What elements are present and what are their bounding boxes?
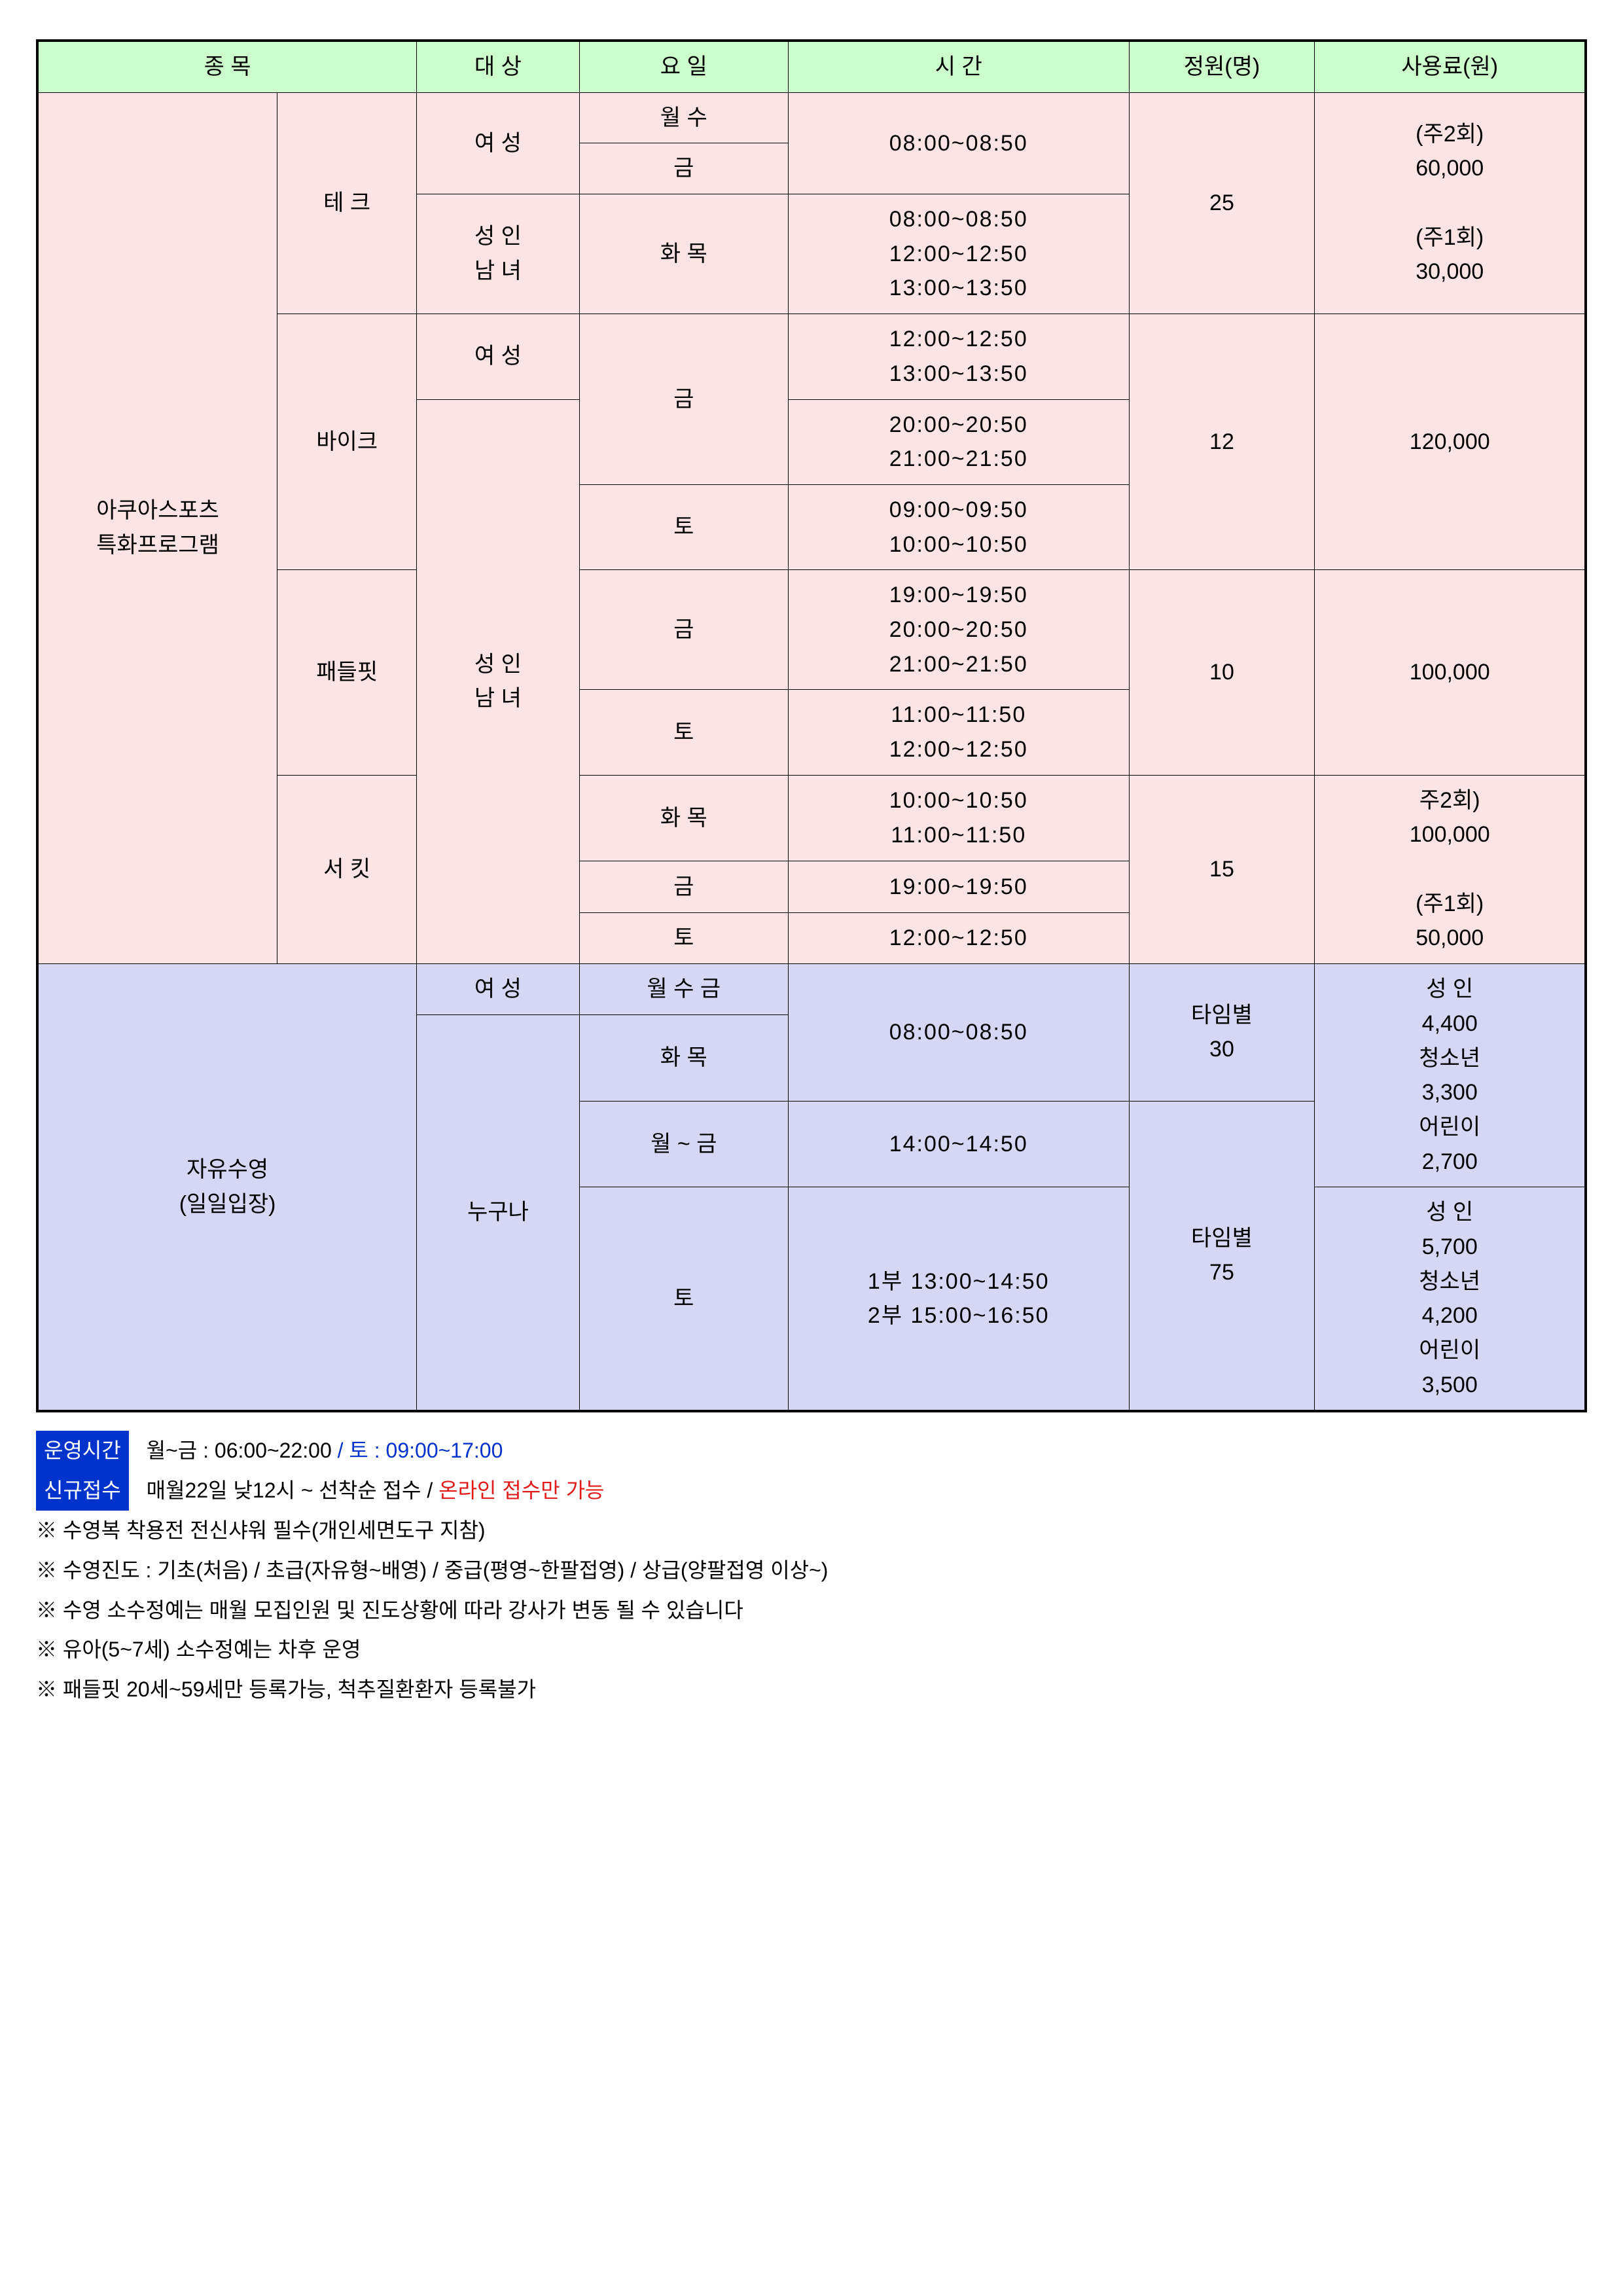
cell-tech-time1: 08:00~08:50 bbox=[788, 92, 1129, 194]
cell-paddle-fee: 100,000 bbox=[1315, 570, 1586, 775]
col-capacity: 정원(명) bbox=[1129, 41, 1315, 92]
hours-sat: 토 : 09:00~17:00 bbox=[349, 1439, 503, 1462]
register-label: 신규접수 bbox=[36, 1471, 129, 1511]
cell-tech-day1: 월 수 bbox=[579, 92, 788, 143]
cell-tech-day2: 금 bbox=[579, 143, 788, 194]
note-5: ※ 패들핏 20세~59세만 등록가능, 척추질환환자 등록불가 bbox=[36, 1670, 1587, 1710]
cell-adult-mf: 성 인 남 녀 bbox=[417, 399, 579, 964]
cell-free-day1: 월 수 금 bbox=[579, 964, 788, 1015]
table-header-row: 종 목 대 상 요 일 시 간 정원(명) 사용료(원) bbox=[37, 41, 1586, 92]
cell-circuit-day1: 화 목 bbox=[579, 775, 788, 861]
cell-bike-cap: 12 bbox=[1129, 314, 1315, 570]
col-category: 종 목 bbox=[37, 41, 417, 92]
cell-bike-day1: 금 bbox=[579, 314, 788, 485]
cell-free-time4: 1부 13:00~14:50 2부 15:00~16:50 bbox=[788, 1187, 1129, 1412]
cell-tech-cap: 25 bbox=[1129, 92, 1315, 314]
cell-free-day2: 화 목 bbox=[579, 1014, 788, 1101]
note-3: ※ 수영 소수정예는 매월 모집인원 및 진도상황에 따라 강사가 변동 될 수… bbox=[36, 1590, 1587, 1630]
register-line: 신규접수 매월22일 낮12시 ~ 선착순 접수 / 온라인 접수만 가능 bbox=[36, 1471, 1587, 1511]
cell-bike-time2: 20:00~20:50 21:00~21:50 bbox=[788, 399, 1129, 484]
note-2: ※ 수영진도 : 기초(처음) / 초급(자유형~배영) / 중급(평영~한팔접… bbox=[36, 1551, 1587, 1590]
cell-tech-fee: (주2회) 60,000 (주1회) 30,000 bbox=[1315, 92, 1586, 314]
cell-circuit-day3: 토 bbox=[579, 912, 788, 963]
table-row: 아쿠아스포츠 특화프로그램 테 크 여 성 월 수 08:00~08:50 25… bbox=[37, 92, 1586, 143]
table-row: 자유수영 (일일입장) 여 성 월 수 금 08:00~08:50 타임별 30… bbox=[37, 964, 1586, 1015]
cell-paddle-day1: 금 bbox=[579, 570, 788, 690]
cell-aqua-title: 아쿠아스포츠 특화프로그램 bbox=[37, 92, 277, 963]
col-target: 대 상 bbox=[417, 41, 579, 92]
cell-free-cap2: 타임별 75 bbox=[1129, 1101, 1315, 1411]
cell-circuit-day2: 금 bbox=[579, 861, 788, 912]
cell-free-fee1: 성 인 4,400 청소년 3,300 어린이 2,700 bbox=[1315, 964, 1586, 1187]
cell-tech-day3: 화 목 bbox=[579, 194, 788, 314]
register-online: 온라인 접수만 가능 bbox=[438, 1479, 604, 1502]
hours-line: 운영시간 월~금 : 06:00~22:00 / 토 : 09:00~17:00 bbox=[36, 1431, 1587, 1471]
cell-tech-target2: 성 인 남 녀 bbox=[417, 194, 579, 314]
note-1: ※ 수영복 착용전 전신샤워 필수(개인세면도구 지참) bbox=[36, 1511, 1587, 1551]
register-text: 매월22일 낮12시 ~ 선착순 접수 bbox=[147, 1479, 421, 1502]
hours-label: 운영시간 bbox=[36, 1431, 129, 1471]
schedule-table: 종 목 대 상 요 일 시 간 정원(명) 사용료(원) 아쿠아스포츠 특화프로… bbox=[36, 39, 1587, 1412]
footer-notes: 운영시간 월~금 : 06:00~22:00 / 토 : 09:00~17:00… bbox=[36, 1431, 1587, 1710]
cell-free-day4: 토 bbox=[579, 1187, 788, 1412]
cell-bike-name: 바이크 bbox=[277, 314, 417, 570]
col-fee: 사용료(원) bbox=[1315, 41, 1586, 92]
cell-paddle-name: 패들핏 bbox=[277, 570, 417, 775]
slash: / bbox=[427, 1479, 438, 1502]
cell-tech-time2: 08:00~08:50 12:00~12:50 13:00~13:50 bbox=[788, 194, 1129, 314]
cell-paddle-time1: 19:00~19:50 20:00~20:50 21:00~21:50 bbox=[788, 570, 1129, 690]
cell-free-cap1: 타임별 30 bbox=[1129, 964, 1315, 1101]
cell-tech-name: 테 크 bbox=[277, 92, 417, 314]
cell-free-anyone: 누구나 bbox=[417, 1014, 579, 1411]
cell-tech-target1: 여 성 bbox=[417, 92, 579, 194]
cell-free-time1: 08:00~08:50 bbox=[788, 964, 1129, 1101]
cell-circuit-time3: 12:00~12:50 bbox=[788, 912, 1129, 963]
hours-weekday: 월~금 : 06:00~22:00 bbox=[147, 1439, 332, 1462]
cell-bike-time3: 09:00~09:50 10:00~10:50 bbox=[788, 484, 1129, 569]
cell-free-target1: 여 성 bbox=[417, 964, 579, 1015]
cell-paddle-day2: 토 bbox=[579, 690, 788, 775]
cell-free-fee2: 성 인 5,700 청소년 4,200 어린이 3,500 bbox=[1315, 1187, 1586, 1412]
cell-circuit-cap: 15 bbox=[1129, 775, 1315, 963]
cell-bike-target1: 여 성 bbox=[417, 314, 579, 399]
cell-bike-fee: 120,000 bbox=[1315, 314, 1586, 570]
cell-circuit-time2: 19:00~19:50 bbox=[788, 861, 1129, 912]
cell-paddle-cap: 10 bbox=[1129, 570, 1315, 775]
cell-circuit-time1: 10:00~10:50 11:00~11:50 bbox=[788, 775, 1129, 861]
cell-bike-time1: 12:00~12:50 13:00~13:50 bbox=[788, 314, 1129, 399]
note-4: ※ 유아(5~7세) 소수정예는 차후 운영 bbox=[36, 1630, 1587, 1670]
slash: / bbox=[338, 1439, 344, 1462]
cell-paddle-time2: 11:00~11:50 12:00~12:50 bbox=[788, 690, 1129, 775]
cell-circuit-fee: 주2회) 100,000 (주1회) 50,000 bbox=[1315, 775, 1586, 963]
cell-free-time3: 14:00~14:50 bbox=[788, 1101, 1129, 1187]
col-time: 시 간 bbox=[788, 41, 1129, 92]
col-day: 요 일 bbox=[579, 41, 788, 92]
cell-bike-day3: 토 bbox=[579, 484, 788, 569]
cell-free-day3: 월 ~ 금 bbox=[579, 1101, 788, 1187]
cell-circuit-name: 서 킷 bbox=[277, 775, 417, 963]
cell-free-title: 자유수영 (일일입장) bbox=[37, 964, 417, 1412]
